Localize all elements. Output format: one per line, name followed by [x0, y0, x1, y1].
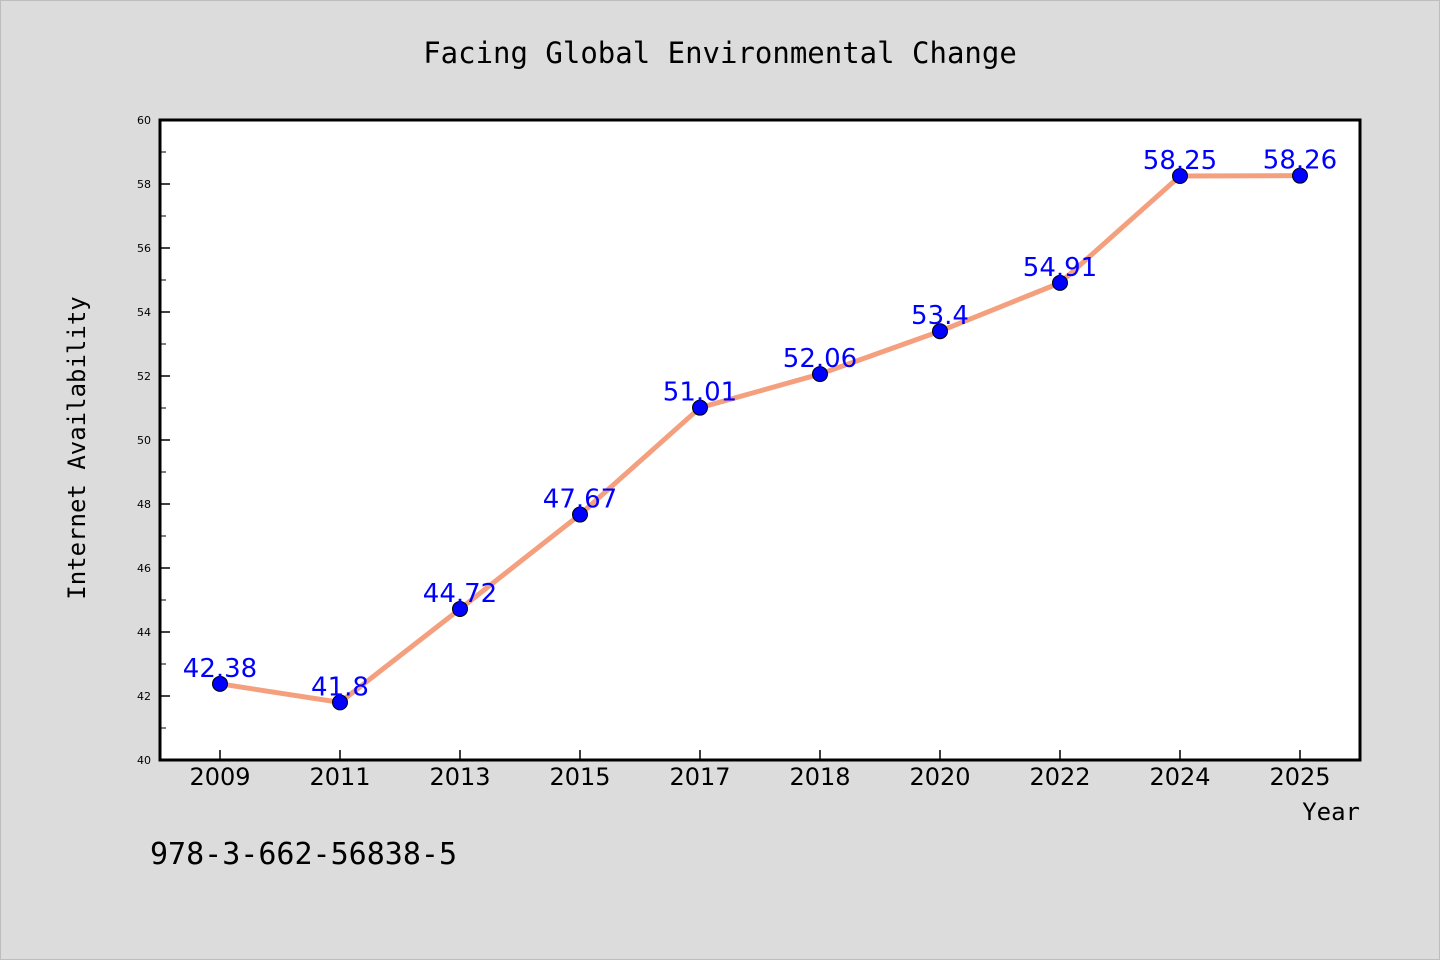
- data-point: [1052, 274, 1068, 291]
- x-tick-label: 2020: [909, 763, 970, 791]
- x-axis-label: Year: [1302, 798, 1360, 826]
- y-tick-label: 42: [137, 690, 151, 703]
- data-point: [332, 694, 348, 711]
- y-tick-label: 56: [137, 242, 151, 255]
- data-point: [932, 323, 948, 340]
- data-label: 47.67: [543, 485, 617, 515]
- data-label: 53.4: [911, 301, 969, 331]
- x-axis: 2009 2011 2013 2015 2017 2018 2020 2022 2024 2025: [189, 750, 1331, 791]
- data-point: [452, 600, 468, 617]
- y-tick-label: 44: [137, 626, 151, 639]
- data-label: 58.25: [1143, 146, 1217, 176]
- y-tick-label: 40: [137, 754, 151, 767]
- data-point: [212, 675, 228, 692]
- data-markers: [212, 167, 1308, 711]
- x-tick-label: 2013: [429, 763, 490, 791]
- plot-area: [158, 118, 1362, 762]
- data-label: 44.72: [423, 579, 497, 609]
- data-point: [572, 506, 588, 523]
- x-tick-label: 2011: [309, 763, 370, 791]
- y-axis-label: Internet Availability: [63, 296, 91, 599]
- x-tick-label: 2024: [1149, 763, 1210, 791]
- y-tick-label: 60: [137, 114, 151, 127]
- y-tick-label: 52: [137, 370, 151, 383]
- x-tick-label: 2015: [549, 763, 610, 791]
- data-label: 54.91: [1023, 253, 1097, 283]
- data-label: 52.06: [783, 344, 857, 374]
- data-point: [1292, 167, 1308, 184]
- data-label: 41.8: [311, 672, 369, 702]
- y-tick-label: 46: [137, 562, 151, 575]
- x-tick-label: 2009: [189, 763, 250, 791]
- y-tick-label: 54: [137, 306, 151, 319]
- footnote: 978-3-662-56838-5: [150, 837, 457, 872]
- data-label: 51.01: [663, 378, 737, 408]
- x-tick-label: 2022: [1029, 763, 1090, 791]
- series-line: [217, 173, 1303, 705]
- x-tick-label: 2025: [1269, 763, 1330, 791]
- data-label: 58.26: [1263, 146, 1337, 176]
- x-tick-label: 2018: [789, 763, 850, 791]
- data-point: [692, 399, 708, 416]
- y-tick-label: 50: [137, 434, 151, 447]
- y-tick-label: 58: [137, 178, 151, 191]
- chart-title: Facing Global Environmental Change: [423, 36, 1017, 70]
- y-axis: 40 42 44 46 48 50 52 54 56 58 60: [137, 114, 170, 767]
- y-tick-label: 48: [137, 498, 151, 511]
- data-point: [812, 366, 828, 383]
- data-label: 42.38: [183, 654, 257, 684]
- series-line-group: [217, 173, 1303, 705]
- data-point: [1172, 168, 1188, 184]
- x-tick-label: 2017: [669, 763, 730, 791]
- data-labels: 42.38 41.8 44.72 47.67 51.01 52.06 53.4 54.91 58…: [183, 146, 1337, 703]
